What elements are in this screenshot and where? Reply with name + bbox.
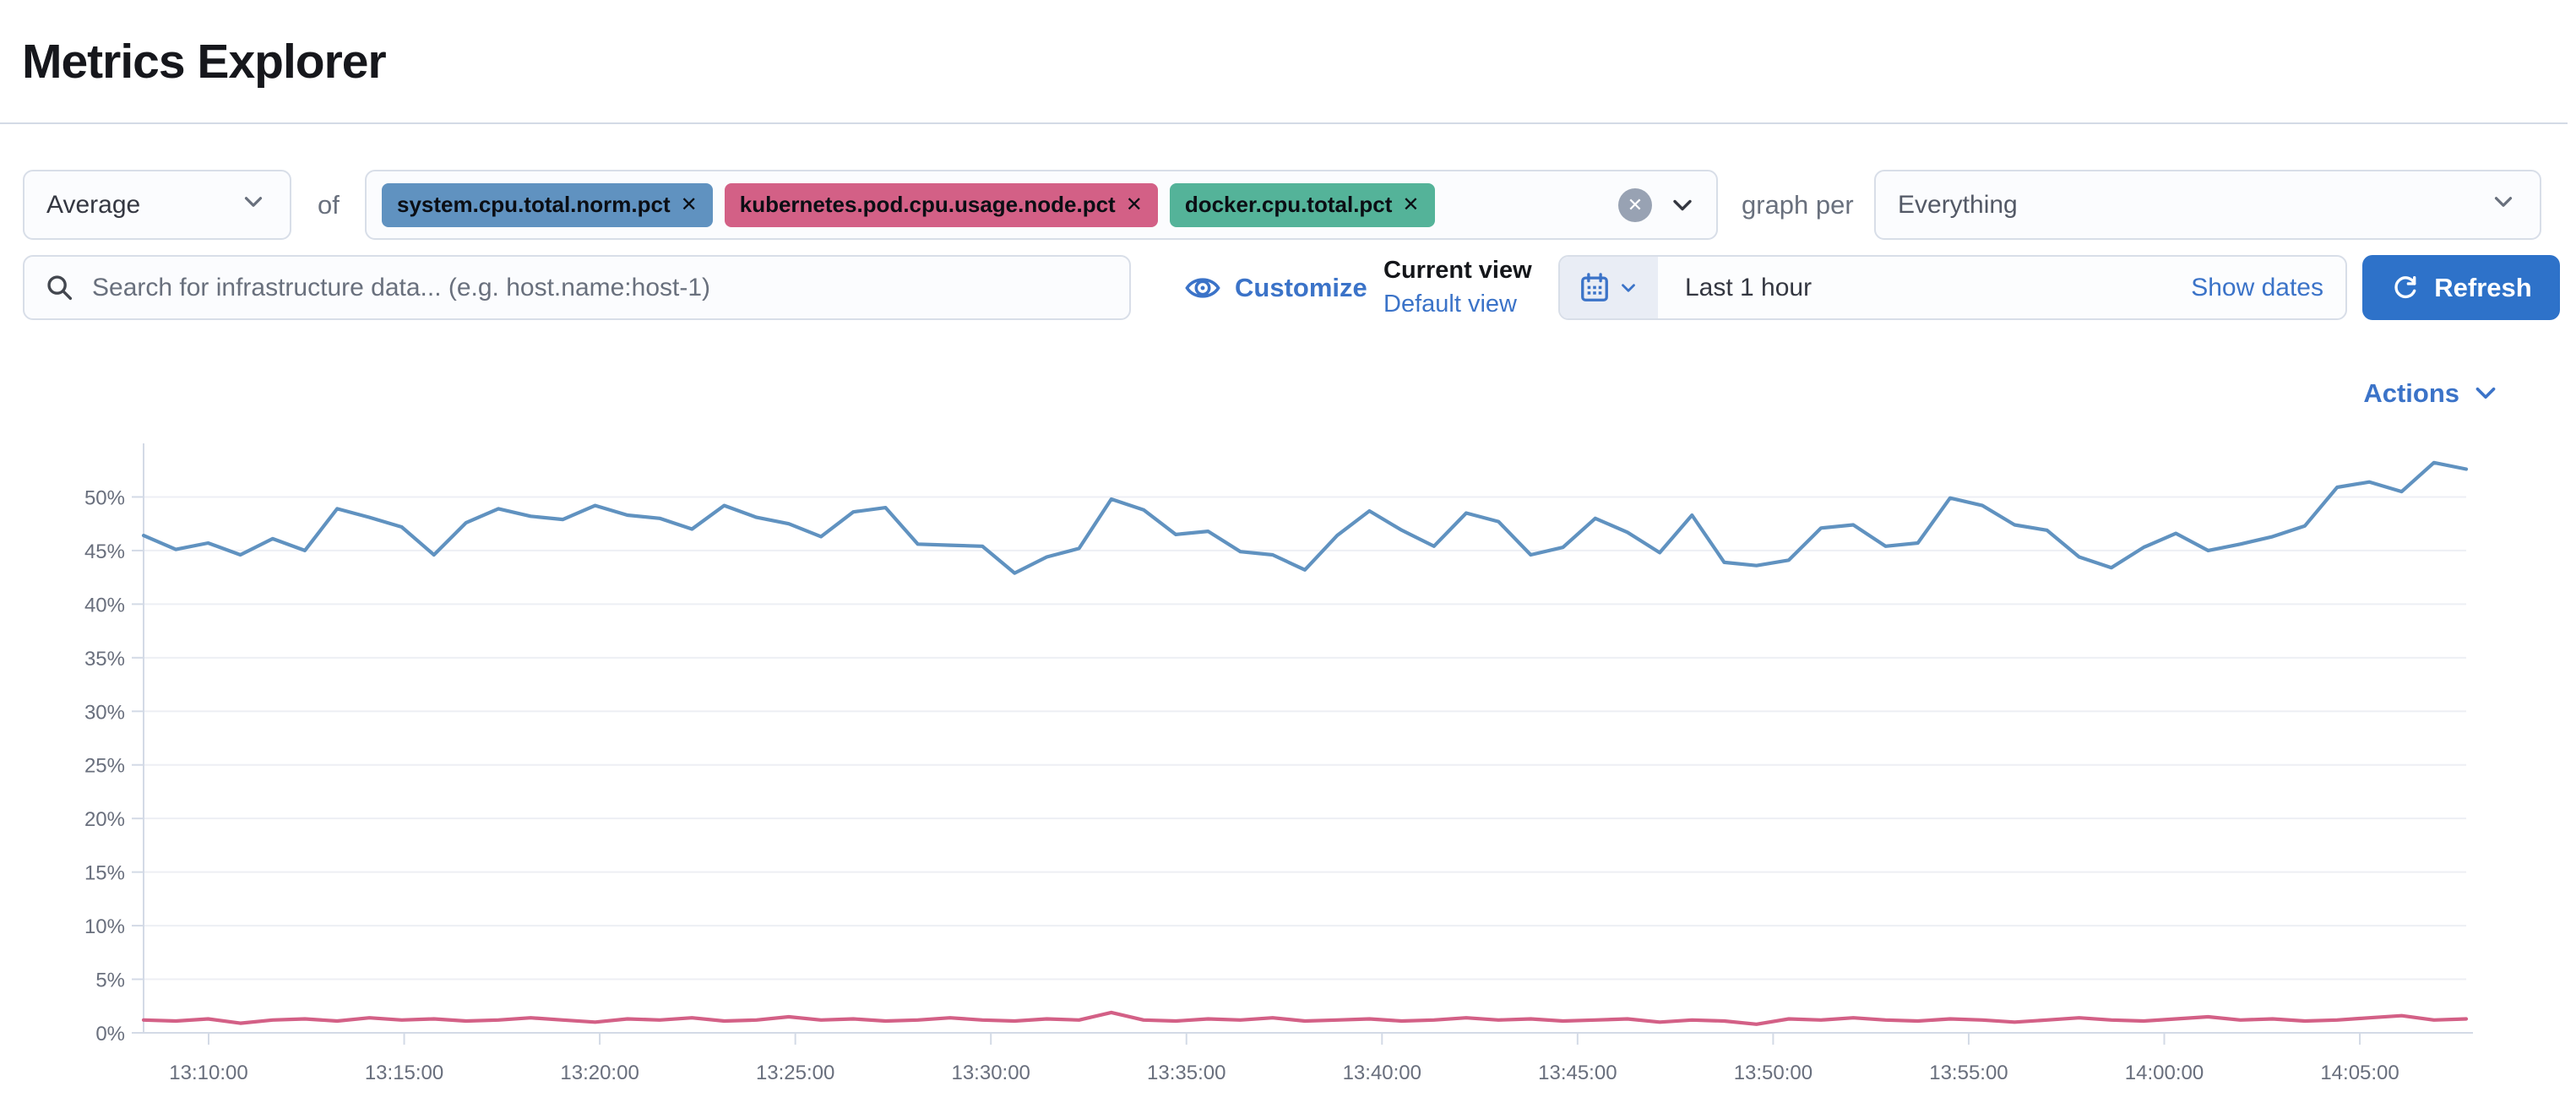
view-switcher: Current view Default view: [1383, 257, 1532, 318]
search-input[interactable]: [90, 272, 1109, 303]
svg-text:30%: 30%: [84, 701, 125, 724]
time-range-label: Last 1 hour: [1685, 273, 1812, 301]
date-picker-menu-button[interactable]: [1560, 257, 1658, 318]
actions-menu-button[interactable]: Actions: [2363, 378, 2500, 409]
remove-metric-icon[interactable]: ✕: [1125, 193, 1143, 216]
customize-label: Customize: [1235, 272, 1367, 302]
date-picker: Last 1 hour Show dates: [1558, 255, 2347, 320]
svg-text:13:45:00: 13:45:00: [1538, 1062, 1617, 1084]
refresh-icon: [2390, 273, 2421, 303]
chevron-down-icon: [1617, 277, 1639, 299]
svg-text:14:05:00: 14:05:00: [2320, 1062, 2399, 1084]
aggregation-value: Average: [46, 190, 141, 219]
svg-text:35%: 35%: [84, 648, 125, 671]
of-label: of: [318, 189, 340, 220]
graph-per-label: graph per: [1742, 189, 1854, 220]
svg-text:45%: 45%: [84, 540, 125, 563]
svg-text:13:55:00: 13:55:00: [1929, 1062, 2008, 1084]
metrics-combobox[interactable]: system.cpu.total.norm.pct ✕ kubernetes.p…: [365, 170, 1718, 240]
clear-all-icon[interactable]: ✕: [1618, 187, 1652, 222]
svg-text:10%: 10%: [84, 915, 125, 938]
metric-pill[interactable]: kubernetes.pod.cpu.usage.node.pct ✕: [724, 182, 1158, 227]
metric-pill-label: docker.cpu.total.pct: [1184, 192, 1393, 217]
group-by-value: Everything: [1898, 190, 2018, 219]
calendar-icon: [1579, 272, 1611, 304]
svg-text:13:30:00: 13:30:00: [951, 1062, 1030, 1084]
svg-text:25%: 25%: [84, 755, 125, 778]
eye-icon: [1184, 269, 1221, 307]
aggregation-select[interactable]: Average: [23, 170, 291, 240]
svg-text:13:25:00: 13:25:00: [756, 1062, 834, 1084]
header-divider: [0, 122, 2568, 124]
refresh-label: Refresh: [2434, 272, 2532, 302]
svg-text:13:35:00: 13:35:00: [1147, 1062, 1226, 1084]
svg-text:13:20:00: 13:20:00: [560, 1062, 639, 1084]
metric-pill-label: kubernetes.pod.cpu.usage.node.pct: [739, 192, 1116, 217]
chevron-down-icon[interactable]: [1667, 190, 1698, 220]
chevron-down-icon: [2489, 187, 2518, 223]
svg-text:50%: 50%: [84, 486, 125, 509]
page-title: Metrics Explorer: [22, 35, 387, 90]
chevron-down-icon: [239, 187, 268, 223]
show-dates-button[interactable]: Show dates: [2191, 273, 2323, 301]
search-input-wrapper[interactable]: [23, 255, 1131, 320]
svg-text:13:40:00: 13:40:00: [1343, 1062, 1421, 1084]
svg-text:15%: 15%: [84, 862, 125, 885]
current-view-label: Current view: [1383, 257, 1532, 284]
svg-text:0%: 0%: [95, 1023, 125, 1046]
group-by-select[interactable]: Everything: [1874, 170, 2541, 240]
refresh-button[interactable]: Refresh: [2362, 255, 2560, 320]
chevron-down-icon: [2471, 379, 2500, 408]
metrics-chart[interactable]: 0% 5% 10% 15% 20% 25% 30% 35% 40% 45% 50% 13:10:00 1…: [0, 422, 2576, 1108]
svg-text:13:50:00: 13:50:00: [1734, 1062, 1812, 1084]
svg-text:13:15:00: 13:15:00: [365, 1062, 443, 1084]
svg-text:40%: 40%: [84, 594, 125, 616]
customize-button[interactable]: Customize: [1184, 255, 1367, 320]
search-icon: [45, 273, 75, 303]
time-range-display[interactable]: Last 1 hour: [1658, 257, 2191, 318]
svg-text:5%: 5%: [95, 970, 125, 992]
actions-label: Actions: [2363, 378, 2459, 408]
remove-metric-icon[interactable]: ✕: [680, 193, 698, 216]
default-view-link[interactable]: Default view: [1383, 291, 1517, 318]
metric-pill-label: system.cpu.total.norm.pct: [397, 192, 671, 217]
remove-metric-icon[interactable]: ✕: [1402, 193, 1420, 216]
svg-text:20%: 20%: [84, 808, 125, 831]
svg-text:14:00:00: 14:00:00: [2125, 1062, 2204, 1084]
svg-text:13:10:00: 13:10:00: [169, 1062, 247, 1084]
metric-pill[interactable]: docker.cpu.total.pct ✕: [1169, 182, 1435, 227]
metric-pill[interactable]: system.cpu.total.norm.pct ✕: [382, 182, 713, 227]
